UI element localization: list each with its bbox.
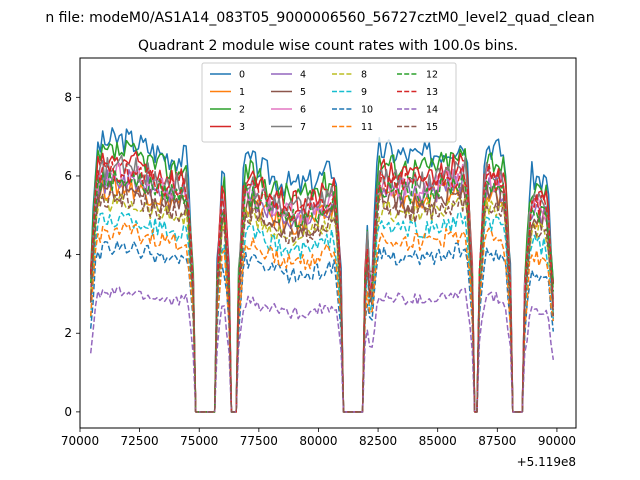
series-line-14 [89,286,555,413]
chart-title: Quadrant 2 module wise count rates with … [138,38,518,54]
x-offset-label: +5.119e8 [517,455,576,469]
legend-label-10: 10 [361,105,373,116]
legend-label-3: 3 [239,122,245,133]
series-line-11 [89,221,555,413]
x-tick-label: 80000 [299,434,337,448]
series-line-12 [89,168,555,413]
figure-suptitle: n file: modeM0/AS1A14_083T05_9000006560_… [45,10,594,26]
x-tick-label: 77500 [240,434,278,448]
y-tick-label: 2 [64,326,72,340]
y-axis: 0 2 4 6 8 [64,90,80,419]
x-tick-label: 90000 [538,434,576,448]
plot-frame [79,57,577,429]
legend-box [201,62,457,143]
y-tick-label: 0 [64,405,72,419]
legend-label-15: 15 [426,122,438,133]
legend-label-4: 4 [300,70,306,81]
series-line-15 [89,190,555,413]
series-line-13 [89,161,555,413]
legend-label-13: 13 [426,87,438,98]
plot-lines [89,127,555,413]
legend-label-1: 1 [239,87,245,98]
x-tick-label: 82500 [359,434,397,448]
x-tick-label: 75000 [180,434,218,448]
y-tick-label: 8 [64,90,72,104]
legend-label-7: 7 [300,122,306,133]
legend-label-2: 2 [239,105,245,116]
legend-label-14: 14 [426,105,438,116]
x-axis: 70000 72500 75000 77500 80000 82500 85000 87500… [61,428,576,448]
x-tick-label: 85000 [419,434,457,448]
x-tick-label: 87500 [478,434,516,448]
legend-label-11: 11 [361,122,373,133]
x-tick-label: 72500 [121,434,159,448]
legend-label-6: 6 [300,105,306,116]
y-tick-label: 4 [64,248,72,262]
x-tick-label: 70000 [61,434,99,448]
legend-label-5: 5 [300,87,306,98]
series-line-10 [89,240,555,413]
legend-label-0: 0 [239,70,245,81]
y-tick-label: 6 [64,169,72,183]
legend-label-12: 12 [426,70,438,81]
legend-label-8: 8 [361,70,367,81]
legend-label-9: 9 [361,87,367,98]
